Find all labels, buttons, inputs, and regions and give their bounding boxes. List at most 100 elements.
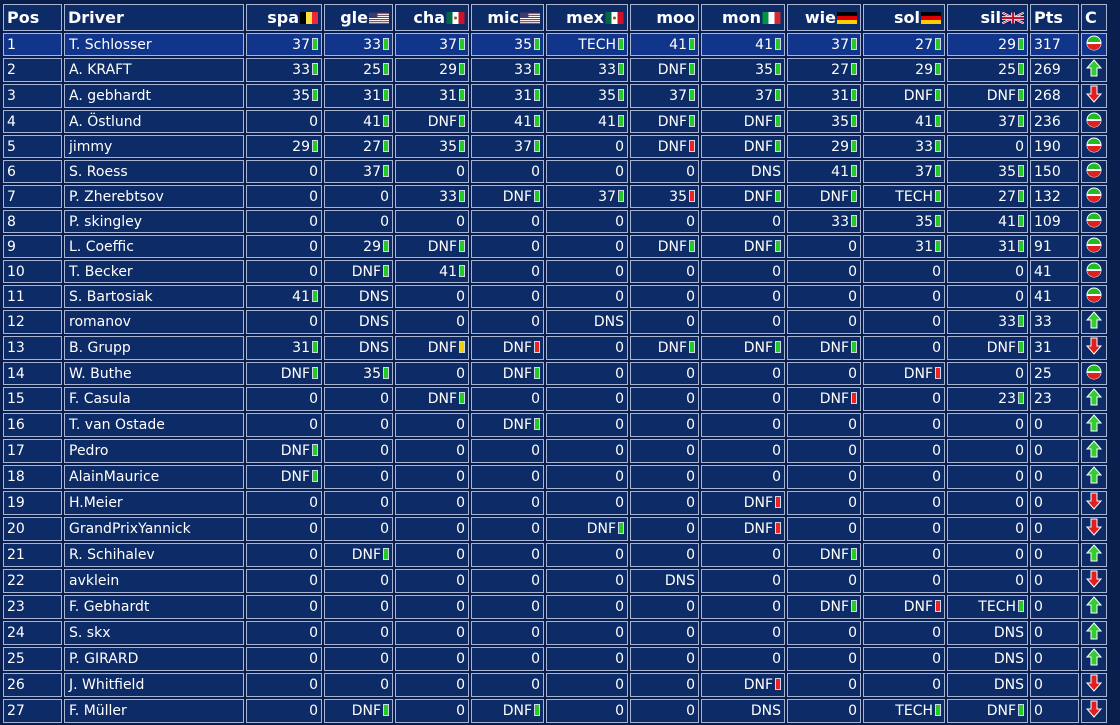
table-row[interactable]: 14 W. Buthe DNF 35 0 DNF 0 0 0 0 DNF 0 25 xyxy=(3,362,1107,385)
table-row[interactable]: 12 romanov 0 DNS 0 0 DNS 0 0 0 0 33 33 xyxy=(3,310,1107,334)
header-race-8[interactable]: sol xyxy=(863,4,945,31)
table-row[interactable]: 10 T. Becker 0 DNF 41 0 0 0 0 0 0 0 41 xyxy=(3,260,1107,283)
table-row[interactable]: 2 A. KRAFT 33 25 29 33 33 DNF 35 27 29 25 269 xyxy=(3,58,1107,82)
header-race-5[interactable]: moo xyxy=(630,4,699,31)
driver-name[interactable]: romanov xyxy=(64,310,244,334)
green-status-marker xyxy=(775,89,781,101)
table-row[interactable]: 27 F. Müller 0 DNF 0 DNF 0 0 DNS 0 TECH DNF 0 xyxy=(3,699,1107,723)
race-result-value: 0 xyxy=(686,599,695,615)
race-result-cell: 0 xyxy=(395,673,469,697)
table-row[interactable]: 5 jimmy 29 27 35 37 0 DNF DNF 29 33 0 190 xyxy=(3,135,1107,158)
driver-name[interactable]: A. gebhardt xyxy=(64,84,244,108)
table-row[interactable]: 23 F. Gebhardt 0 0 0 0 0 0 0 DNF DNF TECH 0 xyxy=(3,595,1107,619)
race-result-value: 0 xyxy=(772,469,781,485)
table-row[interactable]: 11 S. Bartosiak 41 DNS 0 0 0 0 0 0 0 0 41 xyxy=(3,285,1107,308)
green-status-marker xyxy=(1018,600,1024,612)
arrow-down-icon xyxy=(1085,518,1103,540)
table-row[interactable]: 24 S. skx 0 0 0 0 0 0 0 0 0 DNS 0 xyxy=(3,621,1107,645)
driver-name[interactable]: B. Grupp xyxy=(64,336,244,360)
table-row[interactable]: 17 Pedro DNF 0 0 0 0 0 0 0 0 0 0 xyxy=(3,439,1107,463)
header-race-6[interactable]: mon xyxy=(701,4,785,31)
driver-name[interactable]: A. Östlund xyxy=(64,110,244,133)
green-status-marker xyxy=(935,63,941,75)
race-result-value: 0 xyxy=(309,391,318,407)
header-race-9[interactable]: sil xyxy=(947,4,1028,31)
position-same-icon xyxy=(1086,262,1102,282)
driver-name[interactable]: P. skingley xyxy=(64,210,244,233)
driver-name[interactable]: Pedro xyxy=(64,439,244,463)
header-pos[interactable]: Pos xyxy=(3,4,62,31)
race-result-value: DNF xyxy=(657,138,687,155)
driver-name[interactable]: H.Meier xyxy=(64,491,244,515)
driver-name[interactable]: P. GIRARD xyxy=(64,647,244,671)
driver-name[interactable]: L. Coeffic xyxy=(64,235,244,258)
driver-name[interactable]: F. Gebhardt xyxy=(64,595,244,619)
race-result-value: 0 xyxy=(848,443,857,459)
race-result-value: 0 xyxy=(380,677,389,693)
table-row[interactable]: 6 S. Roess 0 37 0 0 0 0 DNS 41 37 35 150 xyxy=(3,160,1107,183)
table-row[interactable]: 22 avklein 0 0 0 0 0 DNS 0 0 0 0 0 xyxy=(3,569,1107,593)
race-result-value: DNF xyxy=(502,417,532,433)
table-row[interactable]: 25 P. GIRARD 0 0 0 0 0 0 0 0 0 DNS 0 xyxy=(3,647,1107,671)
race-result-value: 0 xyxy=(380,417,389,433)
table-row[interactable]: 7 P. Zherebtsov 0 0 33 DNF 37 35 DNF DNF TECH 27 132 xyxy=(3,185,1107,208)
race-result-cell: 0 xyxy=(471,310,544,334)
race-result-cell: 0 xyxy=(324,439,393,463)
driver-name[interactable]: jimmy xyxy=(64,135,244,158)
table-row[interactable]: 26 J. Whitfield 0 0 0 0 0 0 DNF 0 0 DNS 0 xyxy=(3,673,1107,697)
driver-name[interactable]: A. KRAFT xyxy=(64,58,244,82)
driver-name[interactable]: S. Roess xyxy=(64,160,244,183)
header-race-4[interactable]: mex xyxy=(546,4,628,31)
race-result-cell: 0 xyxy=(395,621,469,645)
driver-name[interactable]: T. Schlosser xyxy=(64,33,244,56)
table-row[interactable]: 1 T. Schlosser 37 33 37 35 TECH 41 41 37 27 29 317 xyxy=(3,33,1107,56)
race-result-cell: 0 xyxy=(395,210,469,233)
header-race-1[interactable]: gle xyxy=(324,4,393,31)
table-row[interactable]: 15 F. Casula 0 0 DNF 0 0 0 0 DNF 0 23 23 xyxy=(3,387,1107,411)
race-result-cell: DNF xyxy=(471,336,544,360)
points-cell: 0 xyxy=(1030,647,1079,671)
race-result-value: 0 xyxy=(309,677,318,693)
table-row[interactable]: 8 P. skingley 0 0 0 0 0 0 0 33 35 41 109 xyxy=(3,210,1107,233)
points-cell: 0 xyxy=(1030,569,1079,593)
table-row[interactable]: 19 H.Meier 0 0 0 0 0 0 DNF 0 0 0 0 xyxy=(3,491,1107,515)
driver-name[interactable]: S. Bartosiak xyxy=(64,285,244,308)
driver-name[interactable]: F. Casula xyxy=(64,387,244,411)
header-race-3[interactable]: mic xyxy=(471,4,544,31)
change-cell xyxy=(1081,699,1107,723)
header-race-7[interactable]: wie xyxy=(787,4,861,31)
driver-name[interactable]: T. Becker xyxy=(64,260,244,283)
table-row[interactable]: 3 A. gebhardt 35 31 31 31 35 37 37 31 DNF DNF 268 xyxy=(3,84,1107,108)
change-cell xyxy=(1081,673,1107,697)
table-row[interactable]: 20 GrandPrixYannick 0 0 0 0 DNF 0 DNF 0 0 0 0 xyxy=(3,517,1107,541)
table-row[interactable]: 21 R. Schihalev 0 DNF 0 0 0 0 0 DNF 0 0 0 xyxy=(3,543,1107,567)
header-race-2[interactable]: cha xyxy=(395,4,469,31)
header-race-label: moo xyxy=(656,8,695,27)
driver-name[interactable]: R. Schihalev xyxy=(64,543,244,567)
driver-name[interactable]: S. skx xyxy=(64,621,244,645)
driver-name[interactable]: AlainMaurice xyxy=(64,465,244,489)
header-change[interactable]: C xyxy=(1081,4,1107,31)
race-result-cell: DNF xyxy=(787,185,861,208)
race-result-cell: DNF xyxy=(701,336,785,360)
driver-name[interactable]: T. van Ostade xyxy=(64,413,244,437)
driver-name[interactable]: P. Zherebtsov xyxy=(64,185,244,208)
race-result-cell: 0 xyxy=(947,285,1028,308)
race-result-cell: 0 xyxy=(787,491,861,515)
header-driver[interactable]: Driver xyxy=(64,4,244,31)
race-result-cell: 0 xyxy=(395,285,469,308)
driver-name[interactable]: F. Müller xyxy=(64,699,244,723)
race-result-value: 41 xyxy=(915,113,933,130)
table-row[interactable]: 9 L. Coeffic 0 29 DNF 0 0 DNF DNF 0 31 31 91 xyxy=(3,235,1107,258)
race-result-cell: 41 xyxy=(471,110,544,133)
table-row[interactable]: 13 B. Grupp 31 DNS DNF DNF 0 DNF DNF DNF 0 DNF 31 xyxy=(3,336,1107,360)
table-row[interactable]: 16 T. van Ostade 0 0 0 DNF 0 0 0 0 0 0 0 xyxy=(3,413,1107,437)
header-race-0[interactable]: spa xyxy=(246,4,322,31)
driver-name[interactable]: GrandPrixYannick xyxy=(64,517,244,541)
driver-name[interactable]: W. Buthe xyxy=(64,362,244,385)
driver-name[interactable]: avklein xyxy=(64,569,244,593)
table-row[interactable]: 4 A. Östlund 0 41 DNF 41 41 DNF DNF 35 41 37 236 xyxy=(3,110,1107,133)
table-row[interactable]: 18 AlainMaurice DNF 0 0 0 0 0 0 0 0 0 0 xyxy=(3,465,1107,489)
driver-name[interactable]: J. Whitfield xyxy=(64,673,244,697)
header-pts[interactable]: Pts xyxy=(1030,4,1079,31)
